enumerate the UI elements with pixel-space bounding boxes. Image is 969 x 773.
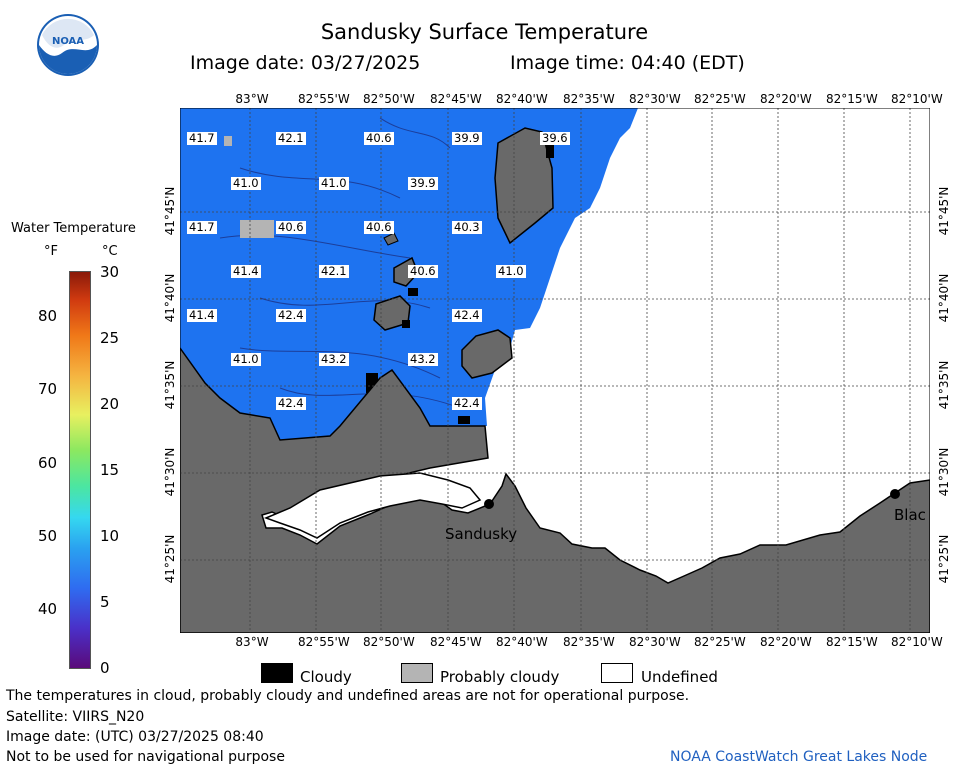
lat-tick-label-left: 41°40'N (163, 273, 177, 323)
lon-tick-label-top: 83°W (235, 92, 269, 106)
temp-label: 42.4 (452, 396, 482, 410)
colorbar-unit-c: °C (102, 244, 118, 259)
colorbar-title: Water Temperature (11, 221, 136, 236)
legend-undefined-label: Undefined (641, 668, 718, 686)
temp-label: 41.0 (231, 176, 261, 190)
temp-label: 42.1 (319, 264, 349, 278)
lat-tick-label-right: 41°30'N (937, 447, 951, 497)
colorbar-c-tick: 5 (100, 593, 110, 611)
lon-tick-label-bottom: 82°55'W (298, 635, 350, 649)
lat-tick-label-left: 41°30'N (163, 447, 177, 497)
legend-undefined-swatch (601, 663, 633, 683)
temp-label: 43.2 (408, 352, 438, 366)
island-kelleys (461, 329, 513, 379)
image-time: Image time: 04:40 (EDT) (510, 52, 745, 74)
temp-label: 42.1 (276, 131, 306, 145)
temp-label: 39.9 (408, 176, 438, 190)
temp-label: 41.0 (319, 176, 349, 190)
footer-utc-date: Image date: (UTC) 03/27/2025 08:40 (6, 729, 264, 745)
temp-label: 42.4 (276, 396, 306, 410)
lon-tick-label-bottom: 82°15'W (826, 635, 878, 649)
lon-tick-label-top: 82°25'W (694, 92, 746, 106)
footer-satellite: Satellite: VIIRS_N20 (6, 709, 145, 725)
temp-label: 40.6 (364, 131, 394, 145)
temp-label: 41.4 (231, 264, 261, 278)
lat-tick-label-right: 41°40'N (937, 273, 951, 323)
lat-tick-label-right: 41°35'N (937, 360, 951, 410)
lat-tick-label-right: 41°25'N (937, 534, 951, 584)
colorbar-c-tick: 0 (100, 659, 110, 677)
lon-tick-label-top: 82°15'W (826, 92, 878, 106)
colorbar-f-tick: 70 (38, 380, 58, 399)
temp-label: 39.9 (452, 131, 482, 145)
footer-nav-warning: Not to be used for navigational purpose (6, 749, 285, 765)
lat-tick-label-right: 41°45'N (937, 186, 951, 236)
lon-tick-label-bottom: 82°20'W (760, 635, 812, 649)
temp-label: 43.2 (319, 352, 349, 366)
colorbar-c-tick: 20 (100, 395, 120, 413)
lon-tick-label-top: 82°50'W (363, 92, 415, 106)
temp-label: 42.4 (276, 308, 306, 322)
lon-tick-label-top: 82°40'W (496, 92, 548, 106)
legend-cloudy-swatch (261, 663, 293, 683)
place-blac: Blac (894, 506, 926, 524)
colorbar-unit-f: °F (44, 244, 58, 259)
lon-tick-label-top: 82°55'W (298, 92, 350, 106)
colorbar-c-tick: 15 (100, 461, 120, 479)
map-panel (180, 108, 930, 633)
lat-tick-label-left: 41°45'N (163, 186, 177, 236)
temp-label: 40.6 (364, 220, 394, 234)
temp-label: 41.4 (187, 308, 217, 322)
colorbar-f-tick: 50 (38, 527, 58, 545)
legend-probably-cloudy-swatch (401, 663, 433, 683)
image-date: Image date: 03/27/2025 (190, 52, 421, 74)
sandusky-bay (263, 472, 482, 539)
temp-label: 41.7 (187, 220, 217, 234)
legend-cloudy-label: Cloudy (300, 668, 352, 686)
lon-tick-label-bottom: 82°50'W (363, 635, 415, 649)
colorbar-f-tick: 40 (38, 600, 58, 619)
lon-tick-label-top: 82°35'W (563, 92, 615, 106)
colorbar-f-tick: 80 (38, 307, 58, 325)
legend-probably-cloudy-label: Probably cloudy (440, 668, 560, 686)
temp-label: 41.0 (231, 352, 261, 366)
temp-label: 41.0 (496, 264, 526, 278)
lon-tick-label-top: 82°20'W (760, 92, 812, 106)
lon-tick-label-top: 82°10'W (891, 92, 943, 106)
temp-label: 41.7 (187, 131, 217, 145)
lon-tick-label-bottom: 82°10'W (891, 635, 943, 649)
colorbar-c-tick: 25 (100, 329, 120, 347)
lon-tick-label-top: 82°30'W (629, 92, 681, 106)
temp-label: 40.6 (276, 220, 306, 234)
noaa-logo: NOAA (37, 14, 99, 76)
lon-tick-label-bottom: 82°40'W (496, 635, 548, 649)
logo-text: NOAA (52, 36, 84, 47)
colorbar-c-tick: 30 (100, 263, 120, 281)
page-title: Sandusky Surface Temperature (320, 20, 649, 44)
place-sandusky: Sandusky (445, 525, 518, 543)
lon-tick-label-bottom: 83°W (235, 635, 269, 649)
temp-label: 40.3 (452, 220, 482, 234)
temp-label: 42.4 (452, 308, 482, 322)
lon-tick-label-top: 82°45'W (430, 92, 482, 106)
lat-tick-label-left: 41°25'N (163, 534, 177, 584)
colorbar-f-tick: 60 (38, 453, 58, 472)
lon-tick-label-bottom: 82°35'W (563, 635, 615, 649)
lat-tick-label-left: 41°35'N (163, 360, 177, 410)
colorbar-gradient (69, 271, 91, 669)
temp-label: 39.6 (540, 131, 570, 145)
lon-tick-label-bottom: 82°30'W (629, 635, 681, 649)
island-pelee (494, 127, 554, 245)
sandusky-marker (484, 499, 494, 509)
footer-disclaimer: The temperatures in cloud, probably clou… (6, 688, 690, 704)
temp-label: 40.6 (408, 264, 438, 278)
blac-marker (890, 489, 900, 499)
colorbar-c-tick: 10 (100, 527, 120, 545)
footer-credit: NOAA CoastWatch Great Lakes Node (670, 749, 928, 765)
lon-tick-label-bottom: 82°25'W (694, 635, 746, 649)
lon-tick-label-bottom: 82°45'W (430, 635, 482, 649)
